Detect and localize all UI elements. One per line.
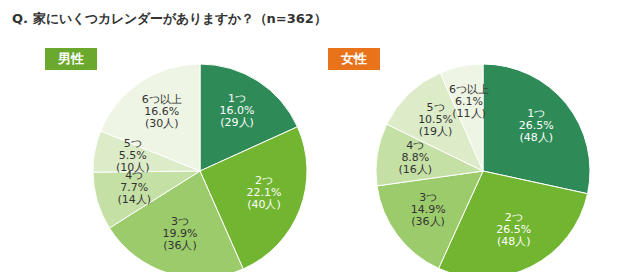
html-text:女性: 女性 bbox=[341, 51, 367, 66]
svg-text:2つ26.5%(48人): 2つ26.5%(48人) bbox=[496, 211, 531, 248]
html-text:Q. 家にいくつカレンダーがありますか？（n=362）: Q. 家にいくつカレンダーがありますか？（n=362） bbox=[12, 11, 327, 26]
svg-text:2つ22.1%(40人): 2つ22.1%(40人) bbox=[246, 174, 281, 211]
svg-text:6つ以上16.6%(30人): 6つ以上16.6%(30人) bbox=[142, 93, 182, 130]
svg-text:6つ以上6.1%(11人): 6つ以上6.1%(11人) bbox=[449, 83, 489, 120]
svg-text:5つ5.5%(10人): 5つ5.5%(10人) bbox=[116, 137, 150, 174]
svg-text:1つ16.0%(29人): 1つ16.0%(29人) bbox=[220, 92, 255, 129]
svg-text:3つ19.9%(36人): 3つ19.9%(36人) bbox=[162, 215, 197, 252]
svg-text:4つ8.8%(16人): 4つ8.8%(16人) bbox=[399, 139, 433, 176]
svg-text:3つ14.9%(36人): 3つ14.9%(36人) bbox=[411, 191, 446, 228]
svg-text:1つ26.5%(48人): 1つ26.5%(48人) bbox=[519, 107, 554, 144]
svg-text:5つ10.5%(19人): 5つ10.5%(19人) bbox=[418, 101, 453, 138]
svg-text:4つ7.7%(14人): 4つ7.7%(14人) bbox=[118, 169, 152, 206]
html-text:男性: 男性 bbox=[58, 51, 84, 66]
